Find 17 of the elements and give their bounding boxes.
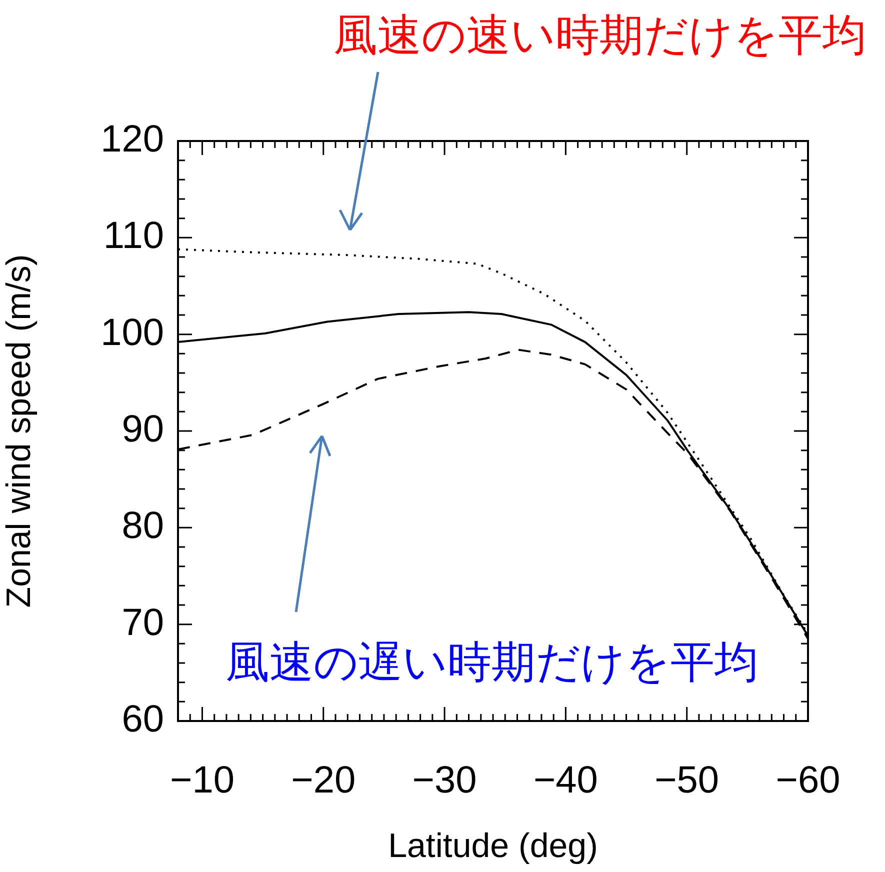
x-tick-label: −40 bbox=[533, 759, 598, 802]
x-tick-label: −50 bbox=[654, 759, 720, 802]
y-tick-label: 70 bbox=[122, 602, 164, 644]
y-axis-title: Zonal wind speed (m/s) bbox=[0, 254, 38, 608]
x-tick-label: −20 bbox=[291, 759, 356, 802]
y-tick-label: 90 bbox=[122, 408, 164, 450]
x-tick-label: −60 bbox=[776, 759, 840, 802]
y-tick-label: 110 bbox=[103, 215, 164, 258]
x-tick-label: −10 bbox=[170, 759, 234, 802]
y-tick-label: 80 bbox=[122, 505, 164, 548]
y-tick-label: 60 bbox=[122, 698, 164, 740]
x-axis-title: Latitude (deg) bbox=[388, 826, 598, 865]
y-tick-label: 100 bbox=[100, 312, 164, 354]
x-tick-label: −30 bbox=[412, 759, 477, 802]
y-tick-label: 120 bbox=[100, 118, 164, 160]
text: 風速の速い時期だけを平均 bbox=[334, 11, 866, 60]
annotation: 風速の遅い時期だけを平均 bbox=[226, 638, 758, 688]
